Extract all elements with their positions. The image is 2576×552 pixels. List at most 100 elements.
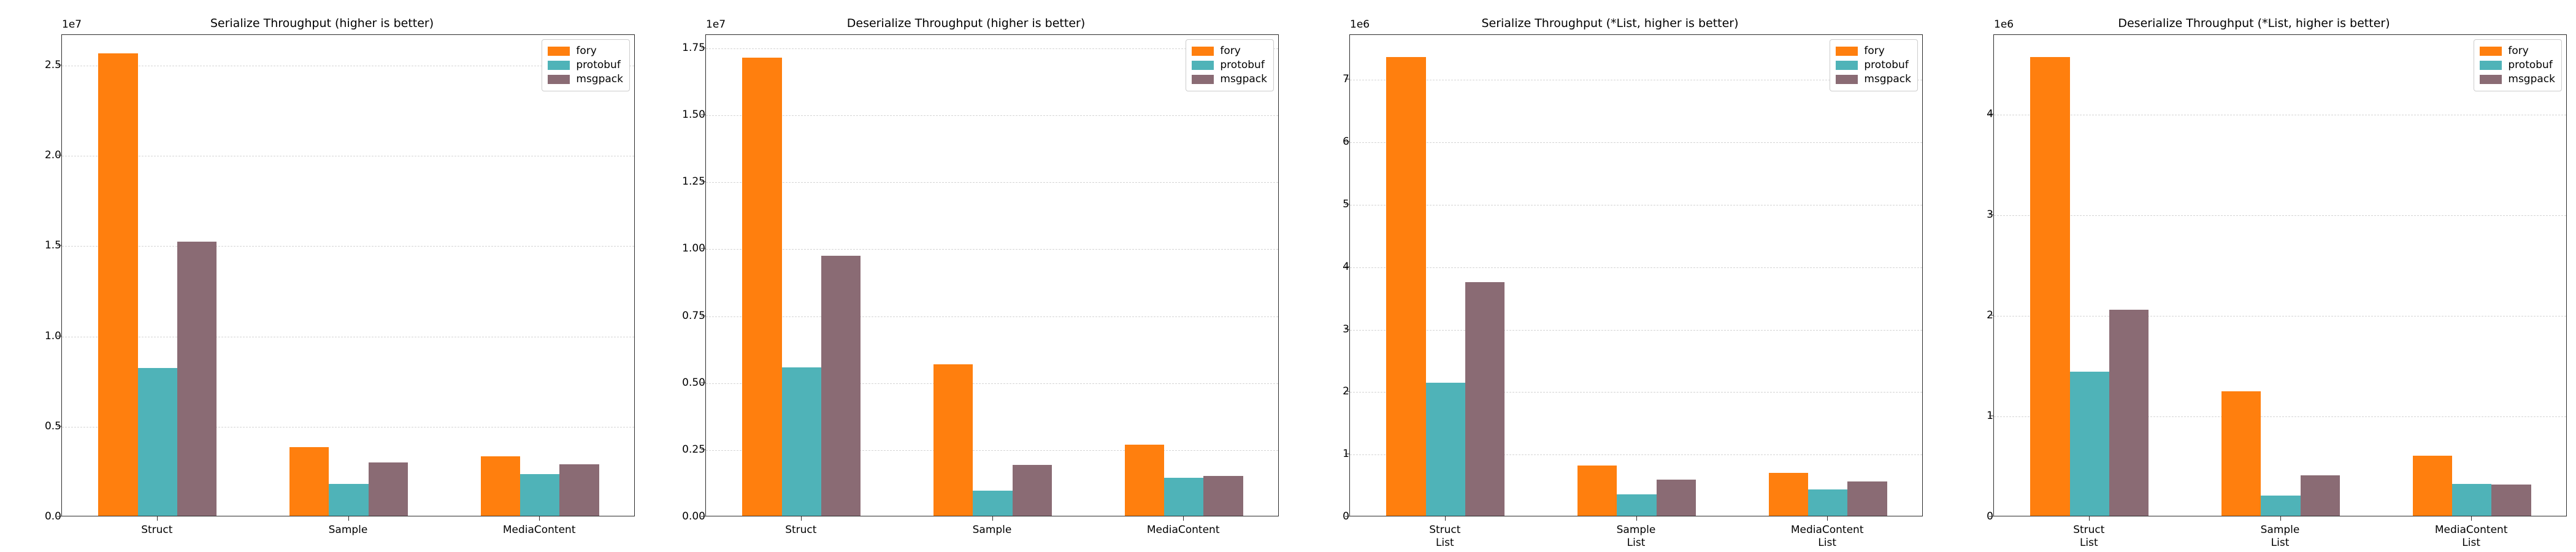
legend[interactable]: fory protobuf msgpack [542, 39, 630, 91]
y-axis-offset-text: 1e7 [706, 18, 726, 31]
legend-swatch-protobuf [1192, 61, 1214, 70]
legend-item-fory[interactable]: fory [548, 44, 623, 58]
legend-swatch-protobuf [1836, 61, 1858, 70]
x-tick-label: MediaContent [503, 524, 576, 537]
legend[interactable]: fory protobuf msgpack [1186, 39, 1274, 91]
x-tick-label: Sample List [2261, 524, 2300, 550]
bar-protobuf-0 [137, 367, 178, 516]
legend-swatch-protobuf [548, 61, 570, 70]
panel-title: Deserialize Throughput (higher is better… [846, 17, 1086, 30]
y-tick-mark [1345, 391, 1349, 392]
bar-protobuf-1 [1617, 494, 1657, 516]
y-axis-offset-text: 1e6 [1994, 18, 2014, 31]
legend-swatch-msgpack [1192, 75, 1214, 84]
gridline-y-1 [1350, 454, 1922, 456]
x-tick-mark [2088, 516, 2090, 521]
legend-label: msgpack [2508, 73, 2555, 85]
y-tick-label: 1.25 [682, 175, 705, 188]
y-tick-label: 2.0 [44, 149, 61, 162]
legend-item-msgpack[interactable]: msgpack [1836, 72, 1911, 86]
legend-item-msgpack[interactable]: msgpack [2480, 72, 2555, 86]
legend-item-fory[interactable]: fory [1192, 44, 1267, 58]
bar-protobuf-2 [519, 474, 560, 516]
legend-item-fory[interactable]: fory [2480, 44, 2555, 58]
legend-label: msgpack [1220, 73, 1267, 85]
gridline-y-2 [706, 383, 1278, 384]
gridline-y-3 [1350, 329, 1922, 331]
panel-title: Serialize Throughput (*List, higher is b… [1481, 17, 1739, 30]
x-tick-label-line: Sample [2260, 524, 2300, 536]
legend-item-fory[interactable]: fory [1836, 44, 1911, 58]
bar-fory-2 [480, 456, 520, 516]
y-tick-label: 1.0 [44, 329, 61, 342]
x-tick-label: Sample [329, 524, 368, 537]
legend-item-protobuf[interactable]: protobuf [548, 58, 623, 72]
y-tick-label: 0.0 [44, 510, 61, 523]
x-tick-label: MediaContent List [2435, 524, 2508, 550]
x-tick-label: Struct List [2073, 524, 2104, 550]
legend-swatch-fory [1836, 47, 1858, 56]
chart-panel-2: Deserialize Throughput (higher is better… [644, 0, 1288, 552]
bar-msgpack-2 [1847, 481, 1887, 516]
x-tick-label-line: MediaContent [502, 524, 576, 536]
bar-protobuf-2 [1163, 478, 1204, 516]
plot-area [61, 34, 635, 516]
y-tick-label: 0.25 [682, 443, 705, 456]
x-tick-label: MediaContent List [1791, 524, 1864, 550]
x-tick-label: Struct [141, 524, 172, 537]
y-tick-label: 0.5 [44, 420, 61, 432]
x-tick-label-line: Sample [328, 524, 368, 536]
y-tick-mark [57, 516, 61, 517]
chart-panel-1: Serialize Throughput (higher is better) 1… [0, 0, 644, 552]
x-tick-label-line: Sample [972, 524, 1012, 536]
legend-item-protobuf[interactable]: protobuf [2480, 58, 2555, 72]
gridline-y-5 [706, 182, 1278, 183]
legend-label: protobuf [576, 59, 621, 71]
bar-msgpack-0 [177, 241, 217, 516]
bar-fory-1 [933, 364, 973, 516]
y-axis-offset-text: 1e7 [62, 18, 82, 31]
gridline-y-6 [706, 115, 1278, 116]
y-tick-mark [1345, 79, 1349, 80]
y-tick-mark [57, 64, 61, 66]
legend-item-msgpack[interactable]: msgpack [1192, 72, 1267, 86]
gridline-y-4 [1350, 267, 1922, 268]
legend-item-msgpack[interactable]: msgpack [548, 72, 623, 86]
legend[interactable]: fory protobuf msgpack [1830, 39, 1918, 91]
x-tick-label-line: List [1627, 537, 1646, 549]
panel-title: Serialize Throughput (higher is better) [210, 17, 434, 30]
y-tick-mark [57, 155, 61, 156]
y-tick-label: 1.50 [682, 109, 705, 121]
legend-swatch-fory [2480, 47, 2502, 56]
x-tick-label-line: MediaContent [1146, 524, 1220, 536]
x-tick-mark [1636, 516, 1637, 521]
panel-title: Deserialize Throughput (*List, higher is… [2118, 17, 2390, 30]
bar-msgpack-0 [1465, 282, 1505, 516]
legend-swatch-protobuf [2480, 61, 2502, 70]
plot-area [1349, 34, 1923, 516]
bar-fory-2 [1124, 445, 1164, 516]
bar-fory-0 [98, 53, 138, 516]
y-tick-mark [1989, 214, 1993, 215]
bar-protobuf-2 [1807, 489, 1848, 516]
bar-fory-0 [2030, 56, 2070, 516]
y-tick-mark [1989, 415, 1993, 416]
bar-fory-1 [2221, 391, 2261, 516]
bar-fory-2 [2412, 455, 2452, 516]
legend-label: protobuf [2508, 59, 2553, 71]
bar-msgpack-1 [368, 462, 408, 516]
y-tick-mark [701, 449, 705, 450]
y-tick-mark [701, 516, 705, 517]
x-tick-mark [1183, 516, 1184, 521]
plot-area [1993, 34, 2567, 516]
y-tick-mark [1989, 516, 1993, 517]
x-tick-mark [1827, 516, 1828, 521]
y-tick-mark [701, 315, 705, 316]
y-tick-label: 1.75 [682, 41, 705, 54]
legend-item-protobuf[interactable]: protobuf [1192, 58, 1267, 72]
y-tick-mark [701, 47, 705, 48]
legend[interactable]: fory protobuf msgpack [2474, 39, 2562, 91]
legend-label: fory [1864, 45, 1885, 57]
x-tick-label-line: MediaContent [1790, 524, 1864, 536]
legend-item-protobuf[interactable]: protobuf [1836, 58, 1911, 72]
